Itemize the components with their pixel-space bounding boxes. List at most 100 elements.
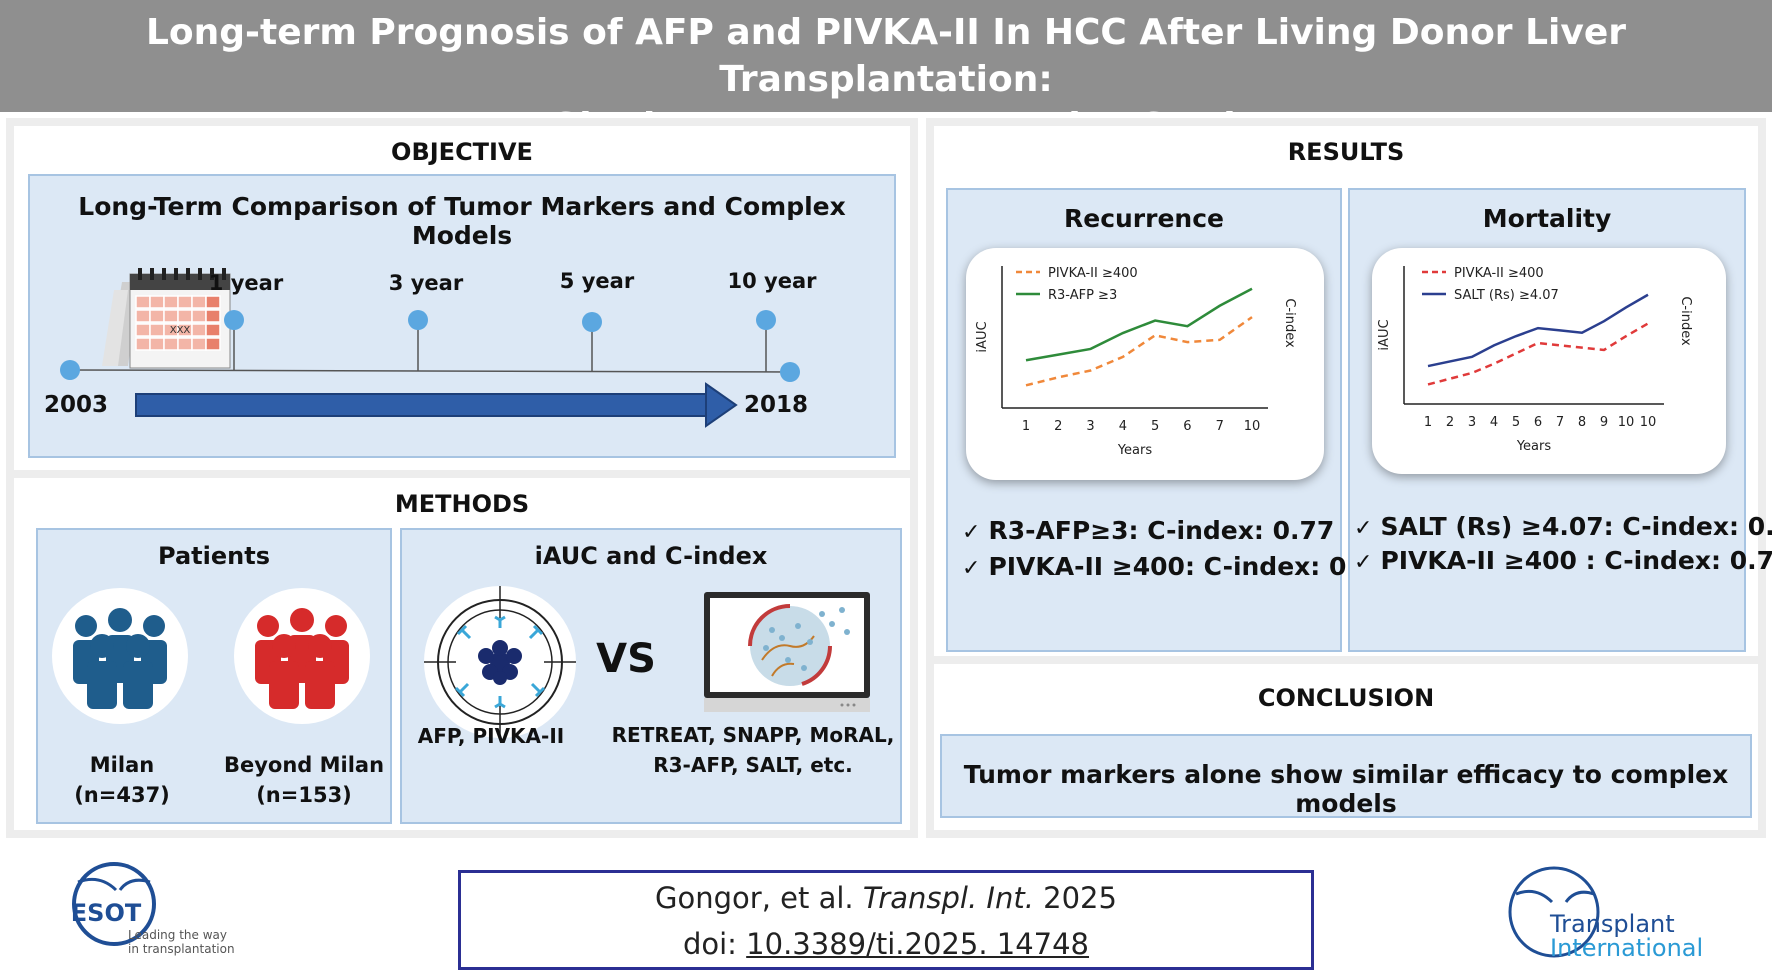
- check-icon: ✓: [1354, 516, 1373, 541]
- esot-name: ESOT: [71, 899, 142, 927]
- beyond-milan-group: Beyond Milan (n=153): [214, 750, 394, 810]
- x-tick-label: 10: [1618, 415, 1635, 430]
- x-axis-label: Years: [1516, 439, 1552, 454]
- y2-axis-label: C-index: [1282, 298, 1297, 348]
- recurrence-stat-2: ✓ PIVKA-II ≥400: C-index: 0.71: [962, 552, 1391, 581]
- mortality-stat-1-text: SALT (Rs) ≥4.07: C-index: 0.80: [1380, 512, 1772, 541]
- x-tick-label: 10: [1640, 415, 1657, 430]
- mortality-chart: 1 2 3 4 5 6 7 8 9 10 10 Years iAUC C-index PIVKA-II ≥4…: [1377, 266, 1693, 454]
- x-tick-label: 9: [1600, 415, 1608, 430]
- methods-panel: METHODS Patients: [14, 478, 910, 830]
- series-line: [1427, 293, 1649, 368]
- citation-line-2: doi: 10.3389/ti.2025. 14748: [461, 927, 1311, 961]
- citation-line-1: Gongor, et al. Transpl. Int. 2025: [461, 881, 1311, 915]
- conclusion-heading: CONCLUSION: [1257, 684, 1435, 712]
- x-tick-label: 5: [1512, 415, 1520, 430]
- milestone-pin-10: [756, 310, 776, 330]
- x-tick-label: 6: [1534, 415, 1542, 430]
- mortality-stat-2: ✓ PIVKA-II ≥400 : C-index: 0.74: [1354, 546, 1772, 575]
- x-tick-label: 8: [1578, 415, 1586, 430]
- recurrence-box: Recurrence 1 2 3 4 5 6 7 10 Years iAUC C-index PIVK…: [946, 188, 1391, 652]
- milan-group: Milan (n=437): [40, 750, 204, 810]
- legend-label: PIVKA-II ≥400: [1454, 266, 1544, 281]
- beyond-milan-label: Beyond Milan: [223, 753, 385, 777]
- x-axis-label: Years: [1117, 443, 1153, 458]
- results-heading: RESULTS: [1287, 138, 1405, 166]
- x-tick-label: 3: [1468, 415, 1476, 430]
- recurrence-stat-1: ✓ R3-AFP≥3: C-index: 0.77: [962, 516, 1334, 545]
- objective-box: Long-Term Comparison of Tumor Markers an…: [28, 174, 896, 458]
- target-marker-icon: [424, 586, 576, 738]
- x-tick-label: 3: [1086, 419, 1094, 434]
- x-tick-label: 2: [1446, 415, 1454, 430]
- x-tick-label: 10: [1244, 419, 1261, 434]
- objective-heading: OBJECTIVE: [391, 138, 533, 166]
- doi-link[interactable]: 10.3389/ti.2025. 14748: [746, 927, 1090, 961]
- legend-label: R3-AFP ≥3: [1048, 288, 1117, 303]
- milan-label: Milan: [89, 753, 155, 777]
- iauc-title: iAUC and C-index: [534, 542, 768, 570]
- recurrence-chart: 1 2 3 4 5 6 7 10 Years iAUC C-index PIVKA-II ≥400 R3…: [975, 266, 1297, 458]
- y-axis-label: iAUC: [1377, 319, 1392, 350]
- recurrence-stat-1-text: R3-AFP≥3: C-index: 0.77: [988, 516, 1335, 545]
- markers-label: AFP, PIVKA-II: [417, 724, 565, 748]
- models-label: RETREAT, SNAPP, MoRAL, R3-AFP, SALT, etc…: [608, 720, 898, 780]
- vs-label: VS: [596, 636, 656, 682]
- esot-tagline-1: Leading the way: [128, 928, 227, 942]
- check-icon: ✓: [1354, 550, 1373, 575]
- check-icon: ✓: [962, 556, 981, 581]
- calendar-mark: XXX: [170, 325, 191, 336]
- title-line-1: Long-term Prognosis of AFP and PIVKA-II …: [145, 12, 1627, 100]
- doi-prefix: doi:: [682, 927, 737, 961]
- citation-year: 2025: [1043, 881, 1117, 915]
- y-axis-label: iAUC: [975, 321, 990, 352]
- legend-label: SALT (Rs) ≥4.07: [1454, 288, 1559, 303]
- citation-authors: Gongor, et al.: [655, 881, 854, 915]
- computer-model-icon: [704, 592, 870, 712]
- end-year: 2018: [744, 392, 808, 418]
- results-panel: RESULTS Recurrence 1 2 3 4 5 6 7 10 Years iAUC C-i…: [934, 126, 1772, 656]
- esot-tagline-2: in transplantation: [128, 942, 235, 956]
- milestone-label-3: 3 year: [389, 271, 464, 295]
- methods-heading: METHODS: [394, 490, 530, 518]
- calendar-icon: XXX: [102, 268, 231, 369]
- citation-box: Gongor, et al. Transpl. Int. 2025 doi: 1…: [458, 870, 1314, 970]
- milestone-pin-1: [224, 310, 244, 330]
- timeline-arrow-head: [705, 382, 738, 428]
- series-line: [1025, 287, 1253, 362]
- mortality-stat-1: ✓ SALT (Rs) ≥4.07: C-index: 0.80: [1354, 512, 1772, 541]
- x-tick-label: 1: [1424, 415, 1432, 430]
- x-tick-label: 6: [1183, 419, 1191, 434]
- mortality-chart-card: 1 2 3 4 5 6 7 8 9 10 10 Years iAUC C-index PIVKA-II ≥4…: [1372, 248, 1726, 474]
- models-line-2: R3-AFP, SALT, etc.: [653, 753, 853, 777]
- timeline-start-dot: [60, 360, 80, 380]
- citation-journal: Transpl. Int.: [862, 881, 1034, 915]
- models-line-1: RETREAT, SNAPP, MoRAL,: [611, 723, 895, 747]
- x-tick-label: 7: [1216, 419, 1224, 434]
- beyond-milan-count: (n=153): [256, 783, 352, 807]
- conclusion-text: Tumor markers alone show similar efficac…: [963, 760, 1729, 818]
- title-banner: Long-term Prognosis of AFP and PIVKA-II …: [0, 0, 1772, 147]
- recurrence-stat-2-text: PIVKA-II ≥400: C-index: 0.71: [988, 552, 1391, 581]
- y2-axis-label: C-index: [1678, 296, 1693, 346]
- mortality-box: Mortality 1 2 3 4 5 6 7 8 9 10 10 Years iAUC C-index P…: [1348, 188, 1772, 652]
- recurrence-title: Recurrence: [1063, 204, 1224, 233]
- conclusion-box: Tumor markers alone show similar efficac…: [940, 734, 1752, 818]
- patients-box: Patients: [36, 528, 392, 824]
- legend-label: PIVKA-II ≥400: [1048, 266, 1138, 281]
- start-year: 2003: [44, 392, 108, 418]
- iauc-box: iAUC and C-index: [400, 528, 902, 824]
- x-tick-label: 2: [1054, 419, 1062, 434]
- timeline-end-dot: [780, 362, 800, 382]
- mortality-title: Mortality: [1482, 204, 1612, 233]
- mortality-stat-2-text: PIVKA-II ≥400 : C-index: 0.74: [1380, 546, 1772, 575]
- x-tick-label: 1: [1022, 419, 1030, 434]
- patients-title: Patients: [158, 542, 270, 570]
- conclusion-panel: CONCLUSION Tumor markers alone show simi…: [934, 664, 1758, 830]
- milestone-label-10: 10 year: [728, 269, 818, 293]
- timeline-arrow-body: [135, 393, 707, 417]
- check-icon: ✓: [962, 520, 981, 545]
- series-line: [1427, 322, 1649, 386]
- series-line: [1025, 316, 1253, 387]
